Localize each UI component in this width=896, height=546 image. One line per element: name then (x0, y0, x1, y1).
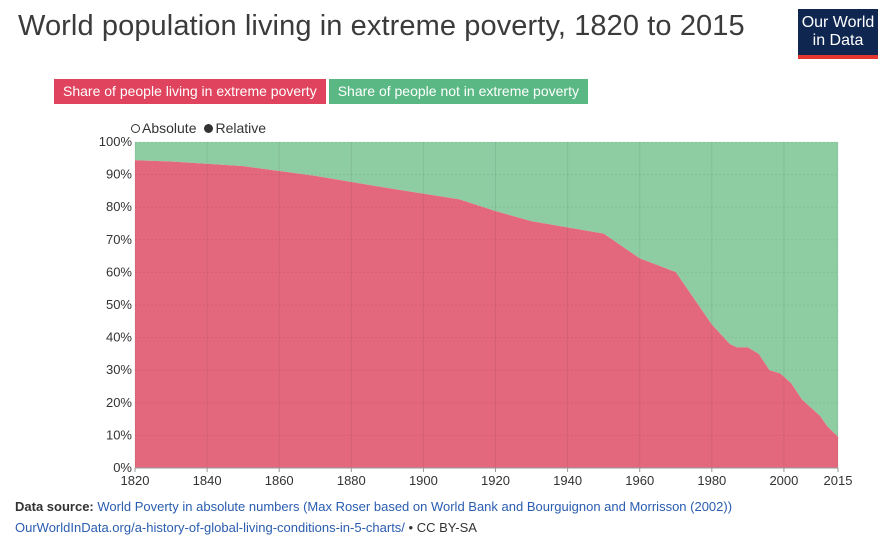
x-tick-label: 1960 (625, 473, 654, 488)
y-tick-label: 0% (113, 460, 132, 475)
area-extreme-poverty[interactable] (135, 160, 838, 469)
owid-url-link[interactable]: OurWorldInData.org/a-history-of-global-l… (15, 520, 405, 535)
x-tick-label: 1980 (697, 473, 726, 488)
area-not-extreme-poverty[interactable] (135, 142, 838, 437)
absolute-option[interactable]: Absolute (131, 120, 196, 136)
y-tick-label: 30% (106, 362, 132, 377)
x-tick-label: 1880 (337, 473, 366, 488)
y-tick-label: 100% (99, 134, 133, 149)
y-tick-label: 80% (106, 199, 132, 214)
x-tick-label: 1940 (553, 473, 582, 488)
legend-item-extreme-poverty[interactable]: Share of people living in extreme povert… (54, 79, 326, 104)
absolute-label: Absolute (142, 120, 197, 136)
data-source-label: Data source: (15, 499, 94, 514)
footer-separator: • (408, 520, 414, 535)
y-tick-label: 90% (106, 167, 132, 182)
y-tick-label: 40% (106, 330, 132, 345)
logo-line-2: in Data (812, 32, 864, 49)
relative-radio-icon (204, 123, 214, 133)
data-source-link[interactable]: World Poverty in absolute numbers (Max R… (97, 499, 733, 514)
x-tick-label: 1820 (121, 473, 150, 488)
y-tick-label: 70% (106, 232, 132, 247)
logo-line-1: Our World (801, 14, 875, 31)
y-tick-label: 60% (106, 264, 132, 279)
absolute-relative-toggle: Absolute Relative (131, 120, 274, 136)
stacked-area-chart: 0% 10% 20% 30% 40% 50% 60% 70% 80% 90% 100% 1820 184… (99, 134, 853, 488)
data-source-line: Data source: World Poverty in absolute n… (15, 499, 732, 514)
y-tick-label: 10% (106, 427, 132, 442)
x-tick-label: 1840 (193, 473, 222, 488)
y-tick-label: 50% (106, 297, 132, 312)
x-tick-label: 1860 (265, 473, 294, 488)
axes: 0% 10% 20% 30% 40% 50% 60% 70% 80% 90% 100% 1820 184… (99, 134, 853, 488)
x-tick-label: 1900 (409, 473, 438, 488)
chart-title: World population living in extreme pover… (18, 10, 745, 42)
x-tick-label: 2000 (769, 473, 798, 488)
legend: Share of people living in extreme povert… (54, 79, 588, 104)
url-line: OurWorldInData.org/a-history-of-global-l… (15, 520, 477, 535)
x-tick-label: 1920 (481, 473, 510, 488)
legend-item-not-extreme-poverty[interactable]: Share of people not in extreme poverty (328, 79, 588, 104)
relative-label: Relative (215, 120, 267, 136)
relative-option[interactable]: Relative (204, 120, 266, 136)
absolute-radio-icon (131, 123, 140, 133)
license-label: CC BY-SA (416, 520, 477, 535)
y-tick-label: 20% (106, 395, 132, 410)
x-tick-label: 2015 (824, 473, 853, 488)
area-series[interactable] (134, 141, 839, 469)
owid-logo[interactable]: Our World in Data (798, 9, 878, 59)
